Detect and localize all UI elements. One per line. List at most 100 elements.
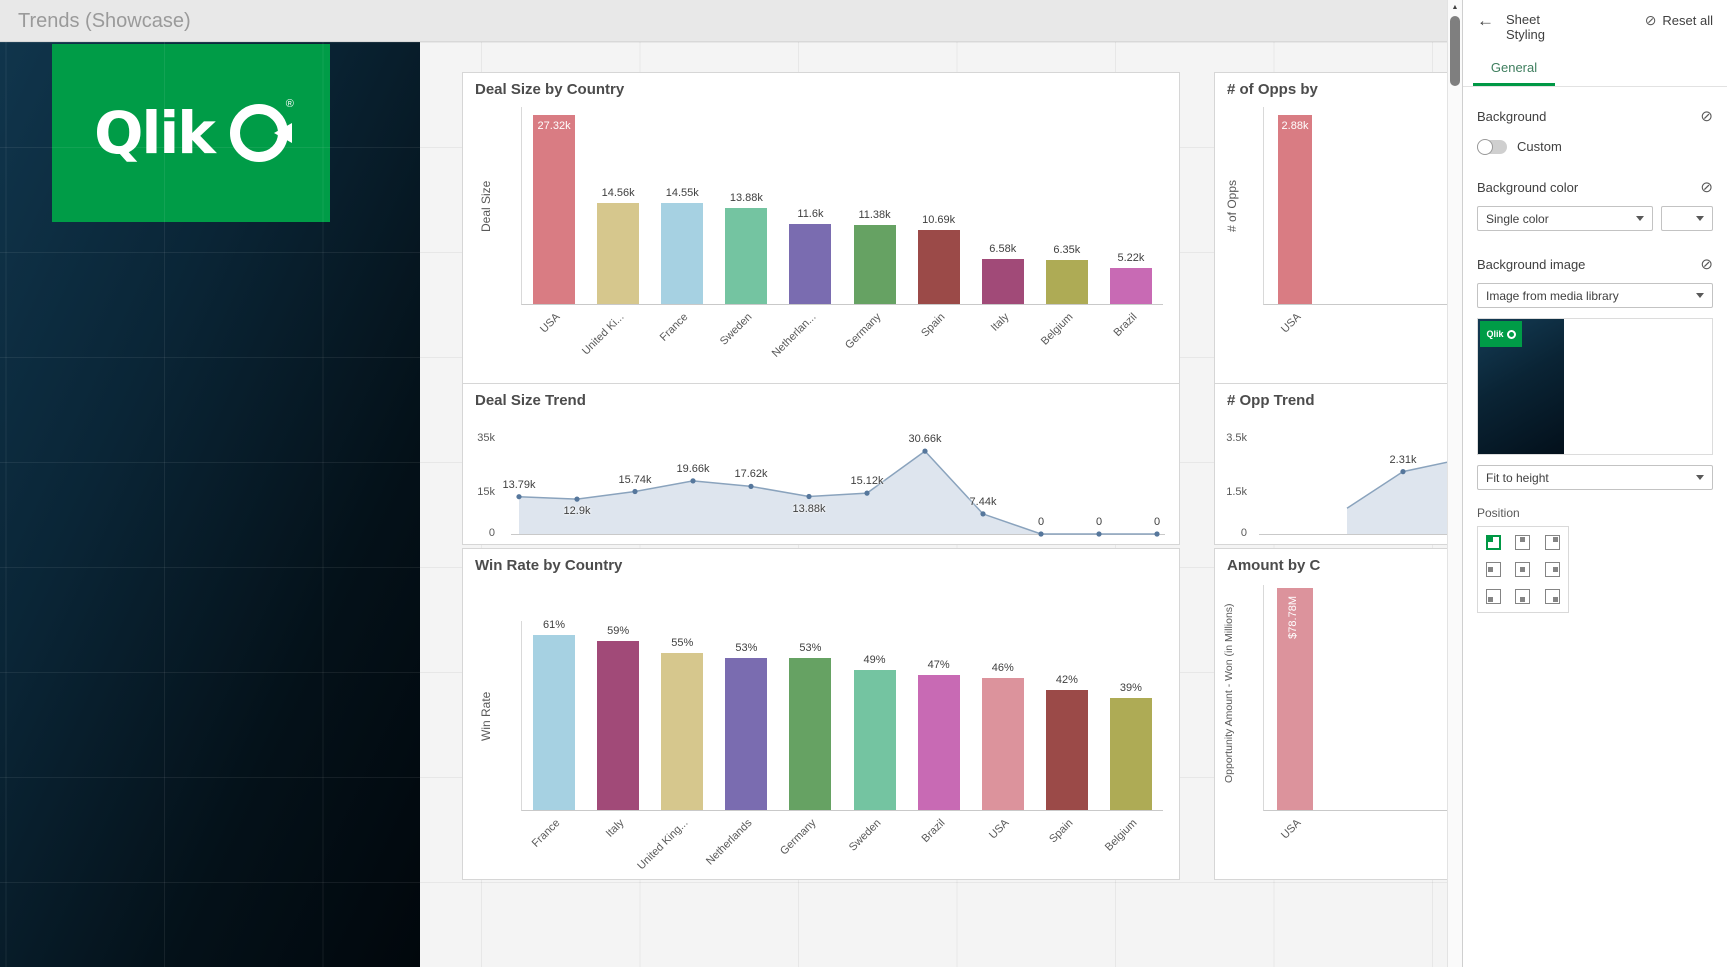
bar-value-label: 59% <box>607 625 630 638</box>
chevron-down-icon <box>1696 475 1704 480</box>
sheet-canvas: Qlik ® Deal Size by Country Deal Size 27… <box>0 42 1447 967</box>
bar-value-label: 11.6k <box>797 207 824 220</box>
bar-italy[interactable] <box>981 258 1024 304</box>
background-color-section: Background color ⊘ Single color <box>1463 178 1727 231</box>
canvas-scrollbar[interactable]: ▲ <box>1447 0 1462 967</box>
background-section: Background ⊘ Custom <box>1463 107 1727 155</box>
bar-value-label: 10.69k <box>922 214 956 227</box>
tab-general[interactable]: General <box>1473 50 1555 86</box>
bar-italy[interactable] <box>597 641 640 810</box>
color-mode-dropdown[interactable]: Single color <box>1477 206 1653 231</box>
bar-value-label: 2.88k <box>1281 119 1309 132</box>
x-axis-label-france: France <box>529 817 563 850</box>
sheet-styling-panel: ← Sheet Styling ⊘ Reset all General Back… <box>1462 0 1727 967</box>
position-center[interactable] <box>1515 562 1531 577</box>
bar-value-label: 53% <box>799 642 822 655</box>
chart-num-opp-trend[interactable]: # Opp Trend 3.5k 1.5k 0 2.31k <box>1214 383 1447 545</box>
clear-background-image-icon[interactable]: ⊘ <box>1700 256 1713 273</box>
bar-brazil[interactable] <box>1109 267 1152 304</box>
position-bottom-right[interactable] <box>1544 589 1560 604</box>
y-axis-title: Win Rate <box>479 691 493 741</box>
image-source-value: Image from media library <box>1486 288 1619 303</box>
chart-deal-size-by-country[interactable]: Deal Size by Country Deal Size 27.32k USA… <box>462 72 1180 395</box>
bar-value-label: $78.78M <box>1287 596 1299 640</box>
bar-netherlands[interactable] <box>725 658 768 810</box>
custom-background-toggle[interactable] <box>1477 138 1507 155</box>
chart-win-rate-by-country[interactable]: Win Rate by Country Win Rate 61% France 59… <box>462 548 1180 880</box>
bar-spain[interactable] <box>917 230 960 304</box>
custom-toggle-label: Custom <box>1517 139 1562 154</box>
color-mode-value: Single color <box>1486 211 1549 226</box>
point-value-label: 0 <box>1037 516 1045 528</box>
point-value-label: 2.31k <box>1389 453 1417 466</box>
image-fit-dropdown[interactable]: Fit to height <box>1477 465 1713 490</box>
bar-value-label: 27.32k <box>537 120 571 133</box>
background-image-preview[interactable]: Qlik <box>1477 318 1713 455</box>
position-top-right[interactable] <box>1544 535 1560 550</box>
bar-plot: $78.78M USA <box>1263 585 1447 841</box>
bar-united-ki[interactable] <box>597 203 640 304</box>
image-source-dropdown[interactable]: Image from media library <box>1477 283 1713 308</box>
bar-usa[interactable] <box>981 678 1024 810</box>
qlik-wordmark: Qlik <box>94 99 216 167</box>
background-image-section-label: Background image <box>1477 256 1586 272</box>
bar-sweden[interactable] <box>725 208 768 304</box>
position-bottom-center[interactable] <box>1515 589 1531 604</box>
chart-amount-by-country[interactable]: Amount by C Opportunity Amount - Won (in… <box>1214 548 1447 880</box>
chart-title: Deal Size Trend <box>475 392 586 409</box>
back-icon[interactable]: ← <box>1477 11 1494 30</box>
chart-title: # of Opps by <box>1227 81 1318 98</box>
sheet-title: Trends (Showcase) <box>18 10 191 32</box>
point-value-label: 13.79k <box>502 478 536 491</box>
position-top-left[interactable] <box>1486 535 1502 550</box>
bar-france[interactable] <box>661 203 704 304</box>
panel-title: Sheet Styling <box>1506 12 1546 42</box>
position-label: Position <box>1477 506 1520 520</box>
chart-deal-size-trend[interactable]: Deal Size Trend 35k 15k 0 13.79k 12.9k 15.74… <box>462 383 1180 545</box>
position-bottom-left[interactable] <box>1486 589 1502 604</box>
position-middle-left[interactable] <box>1486 562 1502 577</box>
bar-value-label: 14.55k <box>665 187 699 200</box>
qlik-q-arrow-icon <box>273 123 292 143</box>
qlik-logo: Qlik ® <box>52 44 330 222</box>
clear-background-color-icon[interactable]: ⊘ <box>1700 179 1713 196</box>
y-axis-ticks: 35k 15k 0 <box>463 432 503 539</box>
bar-belgium[interactable] <box>1109 698 1152 810</box>
bar-usa[interactable] <box>1278 114 1312 304</box>
y-axis-tick: 1.5k <box>1226 486 1247 499</box>
position-top-center[interactable] <box>1515 535 1531 550</box>
bar-netherlan[interactable] <box>789 223 832 304</box>
y-axis-title: Opportunity Amount - Won (in Millions) <box>1223 603 1235 783</box>
chart-num-opps-by[interactable]: # of Opps by # of Opps 2.88k USA <box>1214 72 1447 395</box>
bar-spain[interactable] <box>1045 689 1088 810</box>
bar-united-king[interactable] <box>661 652 704 810</box>
clear-background-icon[interactable]: ⊘ <box>1700 108 1713 125</box>
bar-usa[interactable] <box>533 115 576 304</box>
bar-brazil[interactable] <box>917 675 960 810</box>
preview-logo-text: Qlik <box>1486 329 1504 339</box>
bar-germany[interactable] <box>853 225 896 304</box>
line-plot: 13.79k 12.9k 15.74k 19.66k 17.62k 13.88k 15.12… <box>502 433 1165 537</box>
chart-title: Deal Size by Country <box>475 81 625 98</box>
bar-france[interactable] <box>533 635 576 810</box>
scroll-up-arrow-icon[interactable]: ▲ <box>1451 4 1459 11</box>
point-value-label: 0 <box>1095 516 1103 528</box>
bar-value-label: 61% <box>543 619 566 632</box>
bar-germany[interactable] <box>789 658 832 810</box>
position-middle-right[interactable] <box>1544 562 1560 577</box>
chart-title: Amount by C <box>1227 557 1321 574</box>
reset-all-button[interactable]: ⊘ Reset all <box>1645 12 1713 29</box>
bar-sweden[interactable] <box>853 669 896 810</box>
bar-usa[interactable] <box>1277 588 1313 810</box>
line-plot: 2.31k <box>1259 434 1447 535</box>
bar-plot: 61% France 59% Italy 55% United King... 53% Net… <box>521 619 1163 872</box>
chevron-down-icon <box>1696 293 1704 298</box>
point-value-label: 12.9k <box>563 505 591 518</box>
y-axis-tick: 35k <box>477 432 495 445</box>
color-swatch-dropdown[interactable] <box>1661 206 1713 231</box>
scrollbar-thumb[interactable] <box>1450 16 1460 86</box>
sheet-background-image: Qlik ® <box>0 42 420 967</box>
bar-belgium[interactable] <box>1045 260 1088 304</box>
chart-title: # Opp Trend <box>1227 392 1315 409</box>
panel-header: ← Sheet Styling ⊘ Reset all <box>1463 0 1727 43</box>
